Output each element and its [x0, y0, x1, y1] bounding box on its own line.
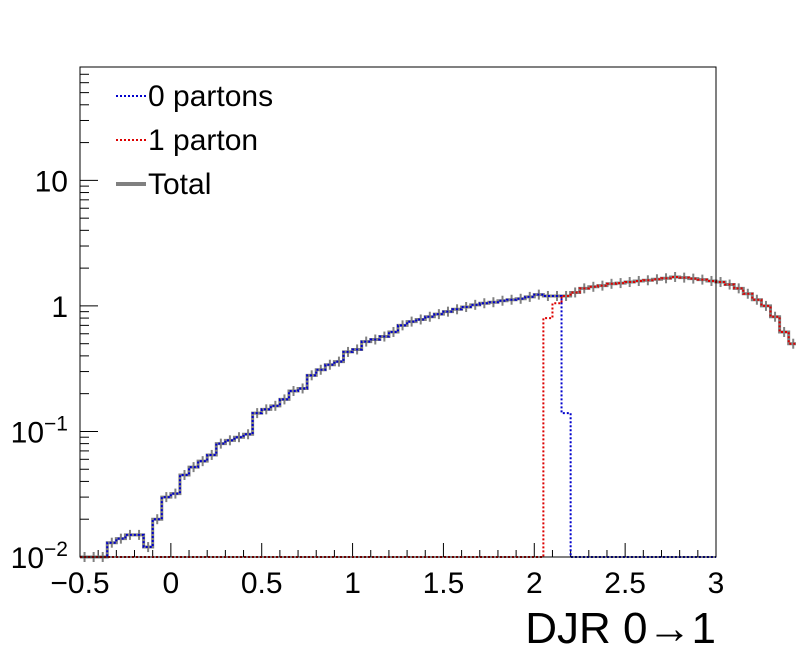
x-axis-title: DJR 0→1: [525, 604, 716, 653]
y-tick-label: 1: [51, 291, 68, 324]
x-tick-labels: −0.5 0 0.5 1 1.5 2 2.5 3: [50, 567, 724, 600]
series-line-0-partons: [80, 293, 716, 558]
x-tick-label: 2.5: [604, 567, 646, 600]
plot-frame: [79, 66, 717, 558]
axis-ticks: [79, 66, 717, 558]
y-tick-label: 10−2: [11, 538, 68, 575]
x-tick-label: 0: [163, 567, 180, 600]
legend-label: 1 parton: [148, 124, 258, 157]
x-tick-label: 1.5: [423, 567, 465, 600]
x-tick-label: 1: [344, 567, 361, 600]
x-tick-label: 0.5: [241, 567, 283, 600]
legend-label: Total: [148, 168, 211, 201]
legend-label: 0 partons: [148, 80, 273, 113]
y-tick-labels: 10−2 10−1 1 10: [11, 165, 68, 575]
legend: 0 partons 1 parton Total: [116, 80, 273, 201]
y-tick-label: 10−1: [11, 412, 68, 449]
x-tick-label: −0.5: [50, 567, 109, 600]
x-tick-label: 3: [708, 567, 725, 600]
y-tick-label: 10: [35, 165, 68, 198]
x-tick-label: 2: [526, 567, 543, 600]
